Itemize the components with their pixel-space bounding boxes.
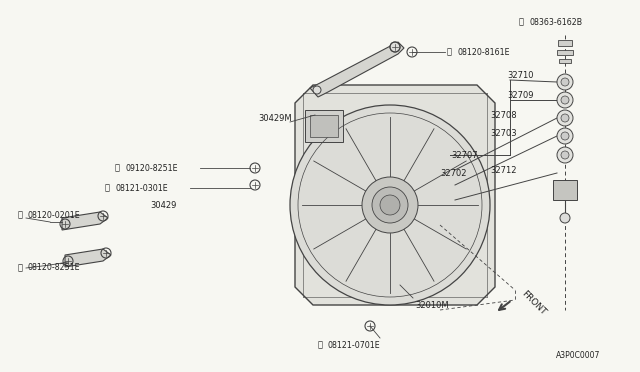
Text: 32010M: 32010M (415, 301, 449, 310)
Text: 08120-8161E: 08120-8161E (457, 48, 509, 57)
Polygon shape (62, 212, 108, 230)
Text: 32703: 32703 (490, 128, 516, 138)
Text: FRONT: FRONT (520, 289, 548, 317)
Polygon shape (65, 249, 111, 267)
Text: 08120-0201E: 08120-0201E (28, 211, 81, 219)
Circle shape (313, 86, 321, 94)
Text: A3P0C0007: A3P0C0007 (556, 351, 600, 360)
Polygon shape (305, 110, 343, 142)
Circle shape (362, 177, 418, 233)
Circle shape (561, 78, 569, 86)
Circle shape (557, 147, 573, 163)
Text: Ⓑ: Ⓑ (115, 164, 120, 173)
Text: 08363-6162B: 08363-6162B (530, 17, 583, 26)
Polygon shape (310, 115, 338, 137)
Text: Ⓑ: Ⓑ (105, 183, 110, 192)
Text: 08120-8251E: 08120-8251E (28, 263, 81, 273)
Text: 32708: 32708 (490, 110, 516, 119)
Text: 32707: 32707 (451, 151, 477, 160)
Text: Ⓑ: Ⓑ (18, 211, 23, 219)
FancyBboxPatch shape (558, 40, 572, 46)
Circle shape (561, 96, 569, 104)
Circle shape (557, 128, 573, 144)
Text: 32709: 32709 (507, 90, 534, 99)
Text: 08121-0701E: 08121-0701E (328, 340, 381, 350)
Circle shape (390, 42, 400, 52)
Text: Ⓑ: Ⓑ (18, 263, 23, 273)
Polygon shape (310, 42, 404, 97)
FancyBboxPatch shape (557, 50, 573, 55)
Text: Ⓑ: Ⓑ (318, 340, 323, 350)
FancyBboxPatch shape (559, 59, 571, 63)
Text: 08121-0301E: 08121-0301E (115, 183, 168, 192)
Text: 32702: 32702 (440, 169, 467, 177)
Circle shape (557, 110, 573, 126)
Circle shape (561, 132, 569, 140)
Circle shape (290, 105, 490, 305)
Text: Ⓢ: Ⓢ (519, 17, 524, 26)
Text: 30429M: 30429M (258, 113, 292, 122)
Text: 09120-8251E: 09120-8251E (125, 164, 177, 173)
Circle shape (561, 151, 569, 159)
Polygon shape (295, 85, 495, 305)
Circle shape (557, 74, 573, 90)
Circle shape (380, 195, 400, 215)
Circle shape (561, 114, 569, 122)
Circle shape (560, 213, 570, 223)
Text: 32712: 32712 (490, 166, 516, 174)
Text: Ⓑ: Ⓑ (447, 48, 452, 57)
Text: 30429: 30429 (150, 201, 177, 209)
Polygon shape (553, 180, 577, 200)
Circle shape (557, 92, 573, 108)
Circle shape (372, 187, 408, 223)
Text: 32710: 32710 (507, 71, 534, 80)
